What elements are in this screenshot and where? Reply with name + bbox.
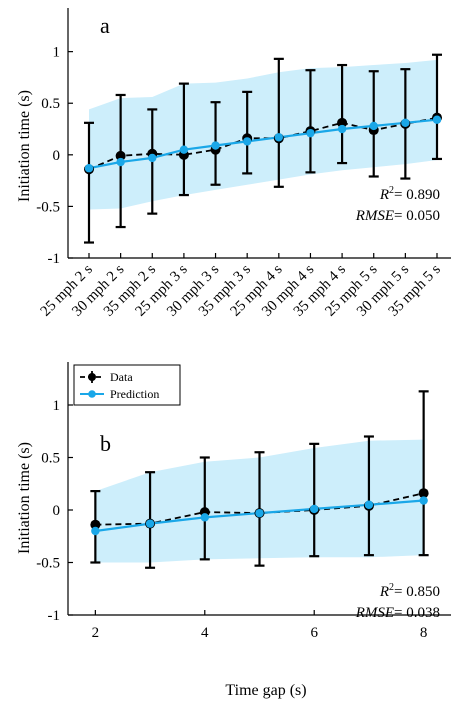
legend-data-marker	[88, 373, 96, 381]
series-markers-b	[90, 488, 429, 536]
y-axis-title-a: Initiation time (s)	[16, 90, 33, 202]
panel-label-a: a	[100, 13, 110, 38]
series-markers-a	[84, 112, 442, 175]
x-tick-label-b-2: 6	[310, 625, 318, 641]
y-tick-label-b-4: 1	[53, 398, 61, 414]
rmse-line-a: RMSE= 0.050	[355, 208, 440, 224]
prediction-point-a-3	[179, 145, 189, 154]
rmse-label-a: RMSE	[355, 208, 394, 224]
r2-value-a: = 0.890	[394, 187, 440, 203]
y-tick-label-b-1: -0.5	[36, 556, 60, 572]
rmse-value-b: = 0.038	[394, 605, 440, 621]
prediction-point-a-4	[211, 141, 220, 150]
r2-line-b: R2= 0.850	[379, 582, 440, 600]
x-tick-label-b-0: 2	[92, 625, 100, 641]
legend-data-label: Data	[110, 370, 133, 384]
prediction-point-a-7	[306, 128, 315, 138]
r2-line-a: R2= 0.890	[379, 185, 440, 203]
prediction-band-a	[89, 59, 437, 210]
data-line-a	[88, 116, 438, 171]
rmse-label-b: RMSE	[355, 605, 394, 621]
axes-b: -1 -0.5 0 0.5 1 2 4 6 8	[36, 362, 451, 641]
prediction-point-b-3	[255, 508, 264, 518]
r2-label-a: R	[379, 187, 389, 203]
prediction-point-a-1	[116, 157, 125, 167]
y-tick-label-a-1: -0.5	[36, 199, 60, 215]
r2-superscript-b: 2	[389, 582, 394, 593]
y-tick-label-a-4: 1	[53, 45, 61, 61]
rmse-line-b: RMSE= 0.038	[355, 605, 440, 621]
prediction-point-a-6	[274, 133, 284, 142]
rmse-value-a: = 0.050	[394, 208, 440, 224]
y-tick-label-b-2: 0	[53, 503, 61, 519]
prediction-point-b-2	[200, 513, 209, 522]
y-tick-label-b-0: -1	[48, 608, 61, 624]
prediction-point-a-5	[242, 137, 252, 146]
stats-annotation-a: R2= 0.890 RMSE= 0.050	[355, 185, 440, 224]
prediction-point-a-11	[432, 115, 442, 124]
panel-label-b: b	[100, 431, 111, 456]
legend-prediction-marker	[88, 390, 96, 398]
prediction-band-area-a	[89, 59, 437, 210]
r2-superscript-a: 2	[389, 185, 394, 196]
data-point-a-8	[337, 117, 348, 128]
y-axis-title-b: Initiation time (s)	[16, 442, 33, 554]
x-tick-label-b-1: 4	[201, 625, 209, 641]
prediction-point-b-5	[364, 500, 374, 509]
data-point-b-0	[90, 519, 101, 530]
data-point-a-1	[115, 150, 126, 161]
r2-value-b: = 0.850	[394, 584, 440, 600]
legend-prediction-label: Prediction	[110, 387, 159, 401]
series-lines-a	[88, 116, 438, 171]
prediction-line-a	[88, 118, 438, 170]
y-tick-label-b-3: 0.5	[41, 451, 60, 467]
x-axis-title-b: Time gap (s)	[225, 682, 306, 699]
prediction-point-b-0	[91, 526, 100, 536]
prediction-point-b-1	[145, 519, 155, 528]
y-tick-label-a-0: -1	[48, 251, 61, 267]
prediction-point-b-4	[310, 504, 319, 514]
prediction-point-b-6	[419, 496, 428, 505]
prediction-point-a-8	[337, 124, 347, 134]
r2-label-b: R	[379, 584, 389, 600]
prediction-point-a-0	[84, 164, 94, 173]
data-point-b-6	[418, 488, 429, 499]
panel-b: -1 -0.5 0 0.5 1 2 4 6 8 b Initiation time (s) Ti…	[16, 362, 451, 699]
x-tick-label-b-3: 8	[420, 625, 428, 641]
prediction-point-a-2	[148, 153, 157, 163]
y-tick-label-a-2: 0	[53, 148, 61, 164]
prediction-point-a-9	[369, 121, 378, 131]
stats-annotation-b: R2= 0.850 RMSE= 0.038	[355, 582, 440, 621]
y-tick-label-a-3: 0.5	[41, 96, 60, 112]
prediction-point-a-10	[401, 118, 410, 128]
legend-b: Data Prediction	[73, 364, 181, 406]
